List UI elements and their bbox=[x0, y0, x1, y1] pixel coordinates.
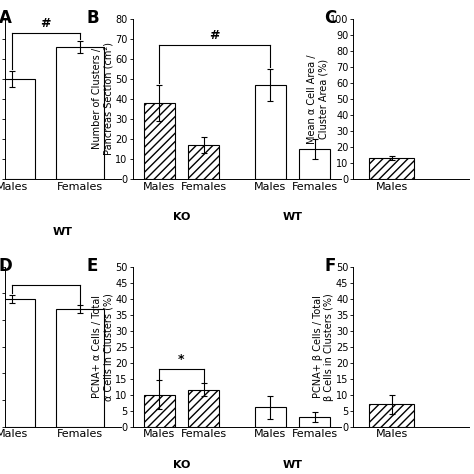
Bar bbox=[299, 149, 330, 179]
Bar bbox=[255, 408, 286, 427]
Text: KO: KO bbox=[173, 212, 190, 222]
Text: E: E bbox=[87, 257, 98, 275]
Text: A: A bbox=[0, 9, 12, 27]
Text: #: # bbox=[40, 17, 51, 30]
Y-axis label: PCNA+ β Cells / Total
β Cells in Clusters (%): PCNA+ β Cells / Total β Cells in Cluster… bbox=[313, 293, 335, 401]
Y-axis label: Number of Clusters /
Pancreas Section (cm²): Number of Clusters / Pancreas Section (c… bbox=[92, 42, 114, 155]
Bar bbox=[56, 310, 104, 427]
Bar bbox=[56, 47, 104, 179]
Bar bbox=[255, 85, 286, 179]
Bar bbox=[188, 145, 219, 179]
Text: WT: WT bbox=[53, 227, 73, 237]
Text: *: * bbox=[178, 353, 185, 366]
Bar bbox=[144, 395, 175, 427]
Bar bbox=[369, 404, 414, 427]
Bar bbox=[369, 158, 414, 179]
Bar bbox=[299, 417, 330, 427]
Text: D: D bbox=[0, 257, 13, 275]
Bar bbox=[0, 79, 36, 179]
Bar bbox=[188, 390, 219, 427]
Bar bbox=[0, 299, 36, 427]
Text: KO: KO bbox=[173, 460, 190, 470]
Y-axis label: Mean α Cell Area /
Cluster Area (%): Mean α Cell Area / Cluster Area (%) bbox=[307, 54, 328, 144]
Bar bbox=[144, 103, 175, 179]
Text: B: B bbox=[87, 9, 99, 27]
Text: WT: WT bbox=[283, 460, 302, 470]
Text: F: F bbox=[324, 257, 336, 275]
Text: #: # bbox=[210, 29, 220, 42]
Text: WT: WT bbox=[283, 212, 302, 222]
Text: C: C bbox=[324, 9, 337, 27]
Y-axis label: PCNA+ α Cells / Total
α Cells in Clusters (%): PCNA+ α Cells / Total α Cells in Cluster… bbox=[92, 293, 114, 401]
